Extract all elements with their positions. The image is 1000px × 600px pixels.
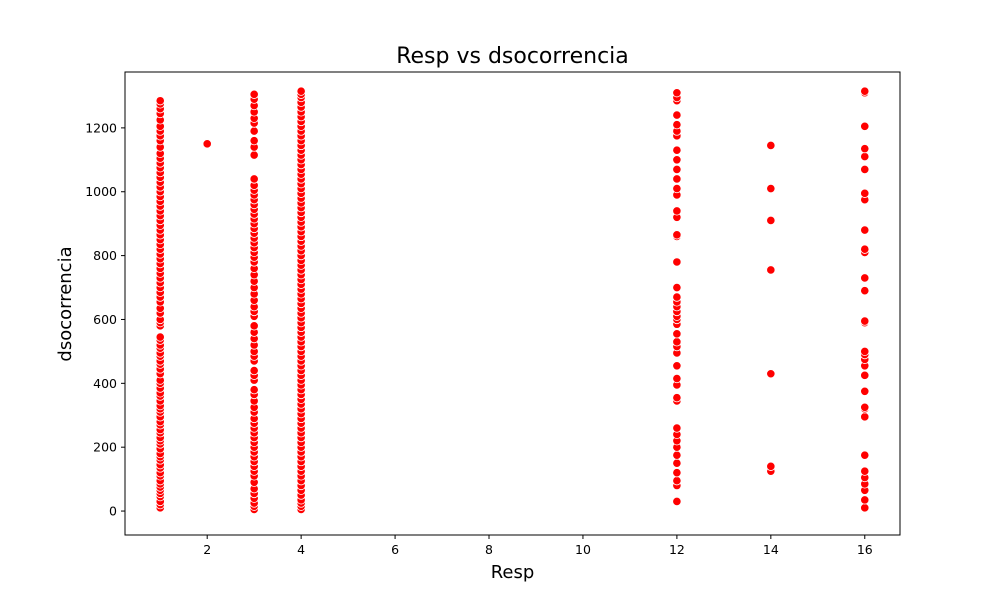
y-tick-label: 1000 [85,184,117,199]
scatter-point [672,230,682,240]
scatter-point [860,273,870,283]
scatter-point [672,496,682,507]
scatter-point [860,144,870,154]
scatter-point [672,257,682,267]
scatter-point [672,145,682,155]
scatter-point [249,321,259,331]
scatter-point [672,393,682,403]
scatter-point [860,503,870,513]
scatter-point [672,120,682,130]
scatter-point [766,265,776,275]
scatter-point [860,86,870,96]
x-tick-label: 14 [763,542,779,557]
scatter-point [155,332,165,342]
y-tick-label: 0 [109,504,117,519]
chart-title: Resp vs dsocorrencia [396,44,629,69]
x-tick-label: 10 [575,542,591,557]
scatter-point [296,86,306,96]
scatter-point [672,282,682,293]
scatter-point [249,365,259,376]
scatter-point [672,361,682,371]
scatter-point [672,458,682,468]
scatter-point [860,450,870,460]
scatter-point [672,174,682,184]
data-points [155,86,870,515]
y-axis-ticks: 0 200 400 600 800 1000 1200 [85,120,125,519]
scatter-point [202,139,212,149]
scatter-point [672,450,682,460]
scatter-point [766,183,776,194]
x-tick-label: 12 [669,542,685,557]
scatter-point [860,225,870,235]
x-tick-label: 8 [485,542,493,557]
x-tick-label: 2 [203,542,211,557]
scatter-point [249,385,259,395]
scatter-point [860,466,870,476]
scatter-point [672,164,682,174]
scatter-point [860,164,870,174]
scatter-point [672,468,682,478]
scatter-point [249,150,259,160]
x-tick-label: 6 [391,542,399,557]
y-axis-label: dsocorrencia [55,246,76,361]
scatter-point [766,215,776,226]
scatter-point [672,110,682,120]
scatter-point [249,136,259,146]
scatter-point [672,155,682,165]
scatter-point [860,412,870,422]
y-tick-label: 800 [93,248,117,263]
scatter-point [155,96,165,106]
scatter-point [860,386,870,396]
scatter-point [249,126,259,136]
scatter-point [860,495,870,505]
scatter-point [672,88,682,98]
scatter-point [860,188,870,198]
scatter-point [672,329,682,339]
scatter-point [860,346,870,356]
scatter-point [860,402,870,412]
y-tick-label: 1200 [85,120,117,135]
scatter-point [860,286,870,296]
scatter-point [860,370,870,380]
scatter-point [860,244,870,254]
x-axis-label: Resp [491,562,535,583]
scatter-point [249,89,259,99]
scatter-point [860,316,870,326]
scatter-point [672,337,682,347]
scatter-point [672,183,682,194]
scatter-point [766,369,776,379]
scatter-point [766,461,776,471]
y-tick-label: 600 [93,312,117,327]
scatter-point [672,292,682,302]
scatter-point [672,476,682,486]
scatter-point [249,174,259,184]
scatter-point [860,121,870,131]
scatter-point [672,423,682,433]
scatter-point [672,373,682,384]
x-axis-ticks: 2 4 6 8 10 12 14 16 [203,535,873,557]
plot-area-frame [124,71,901,536]
scatter-point [766,140,776,151]
y-tick-label: 200 [93,440,117,455]
x-tick-label: 4 [297,542,305,557]
scatter-point [672,206,682,216]
scatter-point [860,152,870,162]
y-tick-label: 400 [93,376,117,391]
x-tick-label: 16 [857,542,873,557]
